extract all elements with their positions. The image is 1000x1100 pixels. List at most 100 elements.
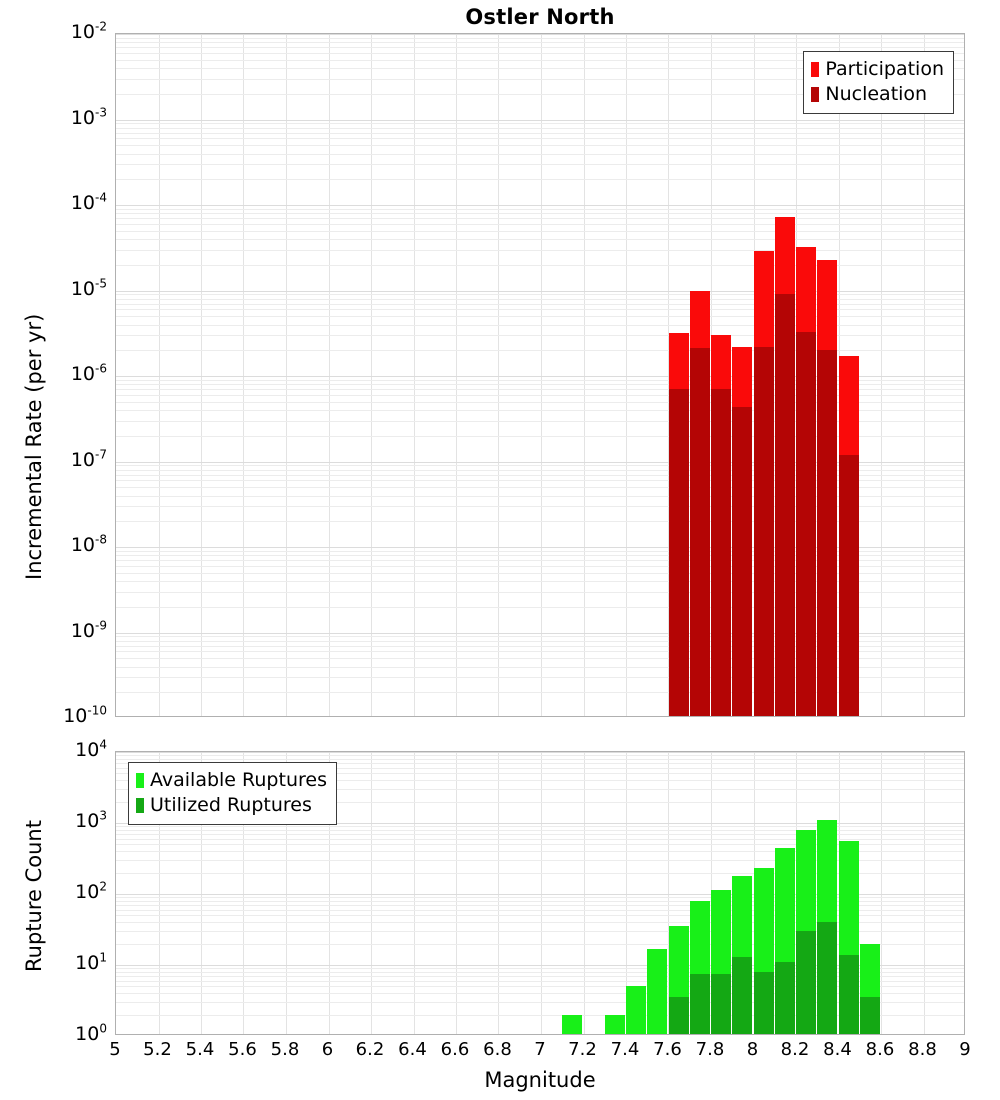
gridline-horizontal bbox=[116, 844, 964, 845]
top-bars-layer bbox=[116, 34, 964, 716]
gridline-horizontal bbox=[116, 265, 964, 266]
gridline-horizontal bbox=[116, 335, 964, 336]
gridline-horizontal bbox=[116, 944, 964, 945]
gridline-horizontal bbox=[116, 547, 964, 548]
gridline-horizontal bbox=[116, 38, 964, 39]
y-tick-exponent: -5 bbox=[95, 276, 107, 291]
gridline-horizontal bbox=[116, 213, 964, 214]
gridline-horizontal bbox=[116, 47, 964, 48]
y-tick-exponent: 0 bbox=[99, 1021, 107, 1036]
bar-available-ruptures bbox=[647, 948, 668, 1034]
x-tick-label: 5.8 bbox=[270, 1039, 300, 1060]
bar-utilized-ruptures bbox=[817, 922, 838, 1034]
x-tick-label: 5.2 bbox=[143, 1039, 172, 1060]
y-tick-exponent: 4 bbox=[99, 737, 107, 752]
y-tick-label: 10-4 bbox=[0, 190, 107, 213]
legend-label-available-ruptures: Available Ruptures bbox=[150, 769, 327, 791]
y-tick-exponent: 2 bbox=[99, 879, 107, 894]
gridline-vertical bbox=[414, 34, 415, 716]
gridline-vertical bbox=[159, 34, 160, 716]
gridline-horizontal bbox=[116, 380, 964, 381]
y-tick-label: 10-2 bbox=[0, 19, 107, 42]
bar-nucleation bbox=[796, 331, 817, 716]
bar-nucleation bbox=[817, 350, 838, 716]
gridline-horizontal bbox=[116, 976, 964, 977]
gridline-vertical bbox=[243, 34, 244, 716]
gridline-horizontal bbox=[116, 487, 964, 488]
gridline-horizontal bbox=[116, 231, 964, 232]
gridline-vertical bbox=[329, 752, 330, 1034]
x-tick-label: 7.4 bbox=[610, 1039, 640, 1060]
y-tick-label: 10-8 bbox=[0, 532, 107, 556]
gridline-horizontal bbox=[116, 636, 964, 637]
bar-nucleation bbox=[732, 407, 753, 716]
gridline-horizontal bbox=[116, 860, 964, 861]
gridline-horizontal bbox=[116, 209, 964, 210]
gridline-vertical bbox=[371, 34, 372, 716]
x-tick-label: 7.6 bbox=[653, 1039, 682, 1060]
gridline-horizontal bbox=[116, 773, 964, 774]
y-tick-mantissa: 10 bbox=[70, 448, 96, 471]
gridline-vertical bbox=[541, 752, 542, 1034]
y-tick-mantissa: 10 bbox=[75, 810, 100, 832]
gridline-horizontal bbox=[116, 218, 964, 219]
x-tick-label: 8.6 bbox=[865, 1039, 895, 1060]
bottom-bars-layer bbox=[116, 752, 964, 1034]
bar-available-ruptures bbox=[562, 1014, 583, 1034]
gridline-horizontal bbox=[116, 981, 964, 982]
x-tick-label: 6.6 bbox=[440, 1039, 470, 1060]
x-axis-label: Magnitude bbox=[484, 1068, 596, 1092]
y-tick-mantissa: 10 bbox=[70, 363, 96, 385]
gridline-horizontal bbox=[116, 316, 964, 317]
gridline-horizontal bbox=[116, 304, 964, 305]
y-tick-exponent: -8 bbox=[95, 532, 107, 547]
y-tick-exponent: -4 bbox=[95, 190, 107, 205]
gridline-vertical bbox=[924, 752, 925, 1034]
gridline-horizontal bbox=[116, 641, 964, 642]
y-tick-mantissa: 10 bbox=[63, 705, 88, 727]
gridline-horizontal bbox=[116, 79, 964, 80]
x-tick-label: 6 bbox=[321, 1039, 334, 1060]
gridline-horizontal bbox=[116, 851, 964, 852]
bar-utilized-ruptures bbox=[859, 997, 880, 1034]
x-tick-label: 7 bbox=[534, 1039, 546, 1060]
legend-item-participation: Participation bbox=[811, 57, 944, 82]
participation-swatch-icon bbox=[811, 62, 820, 77]
gridline-horizontal bbox=[116, 834, 964, 835]
gridline-vertical bbox=[626, 752, 627, 1034]
gridline-horizontal bbox=[116, 1002, 964, 1003]
gridline-horizontal bbox=[116, 658, 964, 659]
y-tick-mantissa: 10 bbox=[75, 952, 100, 974]
gridline-horizontal bbox=[116, 968, 964, 969]
y-tick-mantissa: 10 bbox=[70, 534, 96, 556]
gridline-horizontal bbox=[116, 421, 964, 422]
gridline-vertical bbox=[329, 34, 330, 716]
bar-available-ruptures bbox=[626, 986, 647, 1034]
bar-utilized-ruptures bbox=[711, 973, 732, 1034]
gridline-horizontal bbox=[116, 986, 964, 987]
y-tick-label: 10-3 bbox=[0, 106, 107, 128]
gridline-horizontal bbox=[116, 384, 964, 385]
gridline-horizontal bbox=[116, 581, 964, 582]
legend-label-participation: Participation bbox=[825, 58, 944, 80]
gridline-horizontal bbox=[116, 910, 964, 911]
gridline-horizontal bbox=[116, 376, 964, 377]
x-tick-label: 9 bbox=[959, 1039, 971, 1060]
y-tick-exponent: -2 bbox=[95, 19, 107, 34]
gridline-horizontal bbox=[116, 897, 964, 898]
gridline-horizontal bbox=[116, 299, 964, 300]
bar-nucleation bbox=[838, 454, 859, 716]
y-tick-label: 104 bbox=[0, 737, 107, 760]
gridline-vertical bbox=[924, 34, 925, 716]
gridline-vertical bbox=[243, 752, 244, 1034]
gridline-horizontal bbox=[116, 651, 964, 652]
gridline-horizontal bbox=[116, 470, 964, 471]
gridline-horizontal bbox=[116, 123, 964, 124]
gridline-horizontal bbox=[116, 128, 964, 129]
bar-utilized-ruptures bbox=[732, 956, 753, 1034]
y-tick-label: 10-7 bbox=[0, 448, 107, 471]
gridline-horizontal bbox=[116, 309, 964, 310]
x-tick-label: 5.6 bbox=[228, 1039, 257, 1060]
y-tick-exponent: -10 bbox=[87, 703, 107, 718]
gridline-vertical bbox=[668, 752, 669, 1034]
